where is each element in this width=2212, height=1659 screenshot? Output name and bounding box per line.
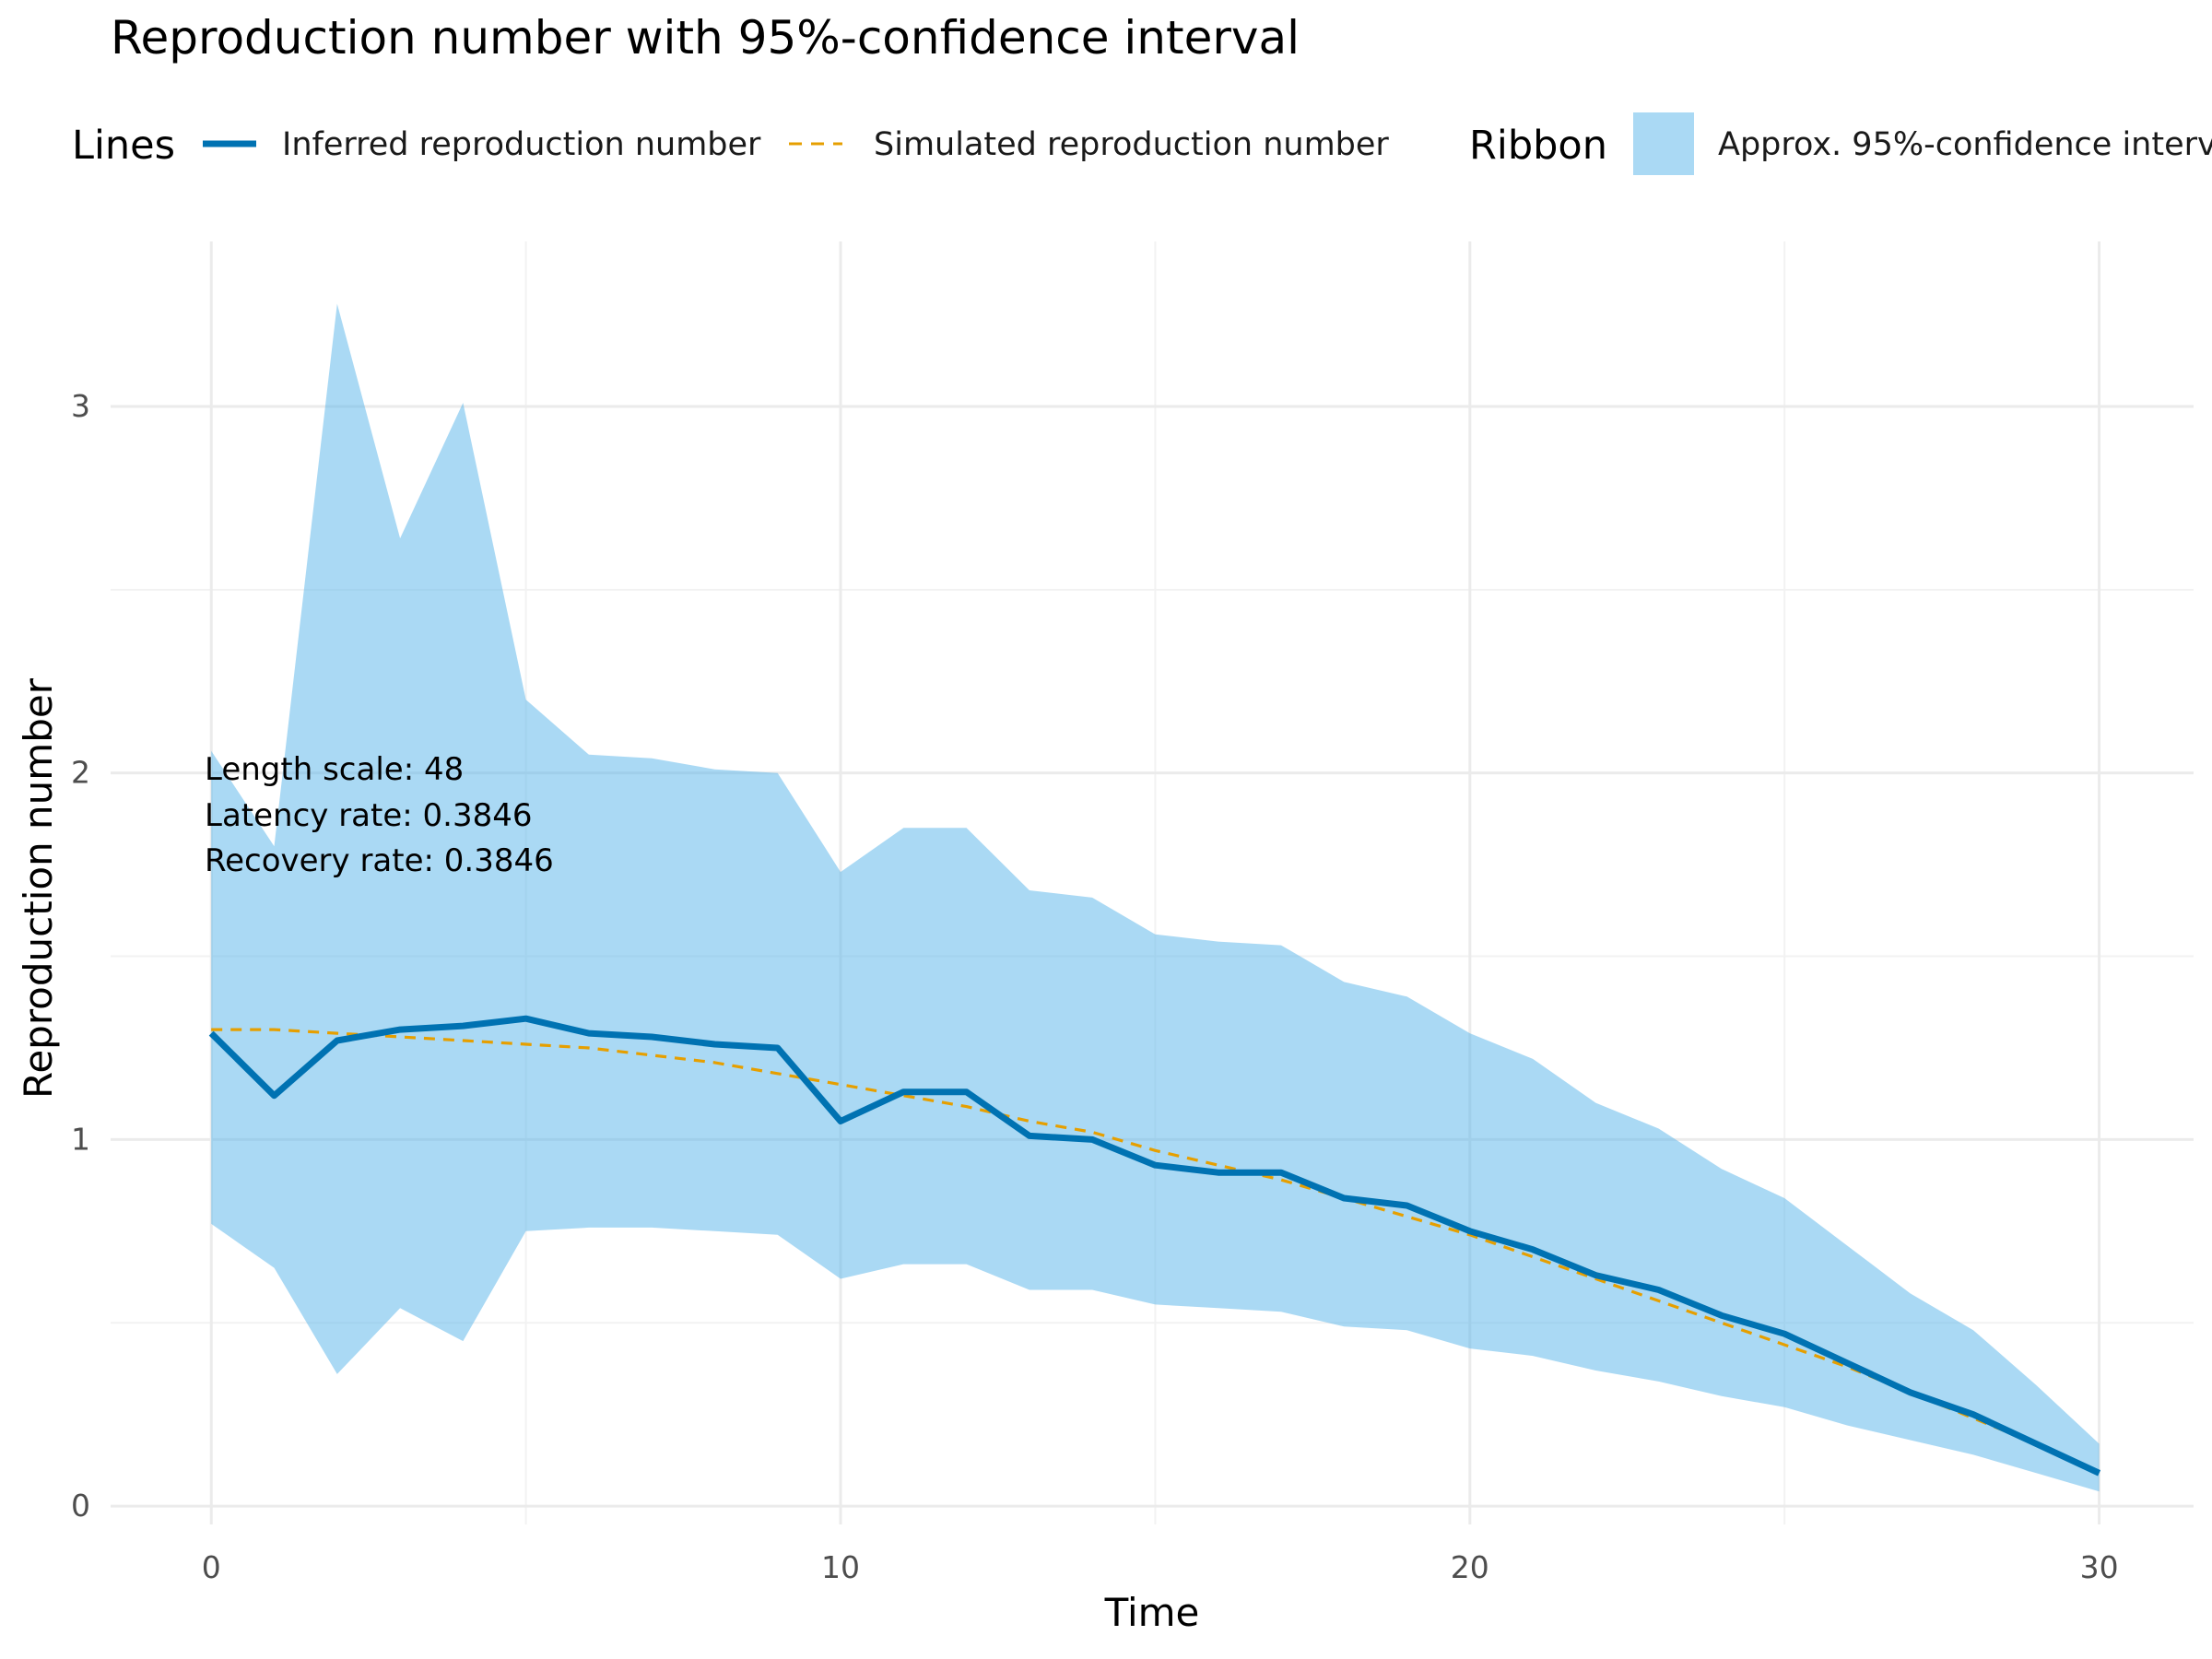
x-axis-label: Time bbox=[1104, 1590, 1200, 1635]
confidence-ribbon bbox=[211, 303, 2100, 1492]
legend-ribbon-title: Ribbon bbox=[1469, 123, 1607, 169]
legend-label-ribbon: Approx. 95%-confidence interval bbox=[1718, 126, 2212, 163]
y-tick-label: 1 bbox=[71, 1121, 90, 1157]
x-tick-label: 10 bbox=[821, 1549, 860, 1585]
legend-lines-title: Lines bbox=[72, 123, 175, 169]
annotation-latency-rate: Latency rate: 0.3846 bbox=[205, 797, 533, 834]
y-tick-label: 3 bbox=[71, 388, 90, 424]
simulated-line bbox=[211, 1028, 2100, 1475]
annotation-length-scale: Length scale: 48 bbox=[205, 751, 464, 788]
x-tick-label: 0 bbox=[202, 1549, 221, 1585]
annotation-block: Length scale: 48 Latency rate: 0.3846 Re… bbox=[205, 751, 554, 879]
tick-labels: 0 10 20 30 0 1 2 3 bbox=[71, 388, 2119, 1585]
x-tick-label: 20 bbox=[1451, 1549, 1489, 1585]
x-tick-label: 30 bbox=[2080, 1549, 2119, 1585]
chart-title: Reproduction number with 95%-confidence … bbox=[111, 11, 1300, 65]
y-axis-label: Reproduction number bbox=[16, 677, 61, 1099]
legend-key-ribbon bbox=[1633, 112, 1694, 175]
legend-label-inferred: Inferred reproduction number bbox=[282, 126, 761, 163]
plot-marks bbox=[208, 303, 2101, 1492]
inferred-line bbox=[208, 1015, 2101, 1477]
y-tick-label: 2 bbox=[71, 755, 90, 791]
y-tick-label: 0 bbox=[71, 1488, 90, 1524]
legend: Lines Inferred reproduction number Simul… bbox=[72, 112, 2212, 175]
legend-label-simulated: Simulated reproduction number bbox=[874, 126, 1389, 163]
annotation-recovery-rate: Recovery rate: 0.3846 bbox=[205, 842, 554, 879]
